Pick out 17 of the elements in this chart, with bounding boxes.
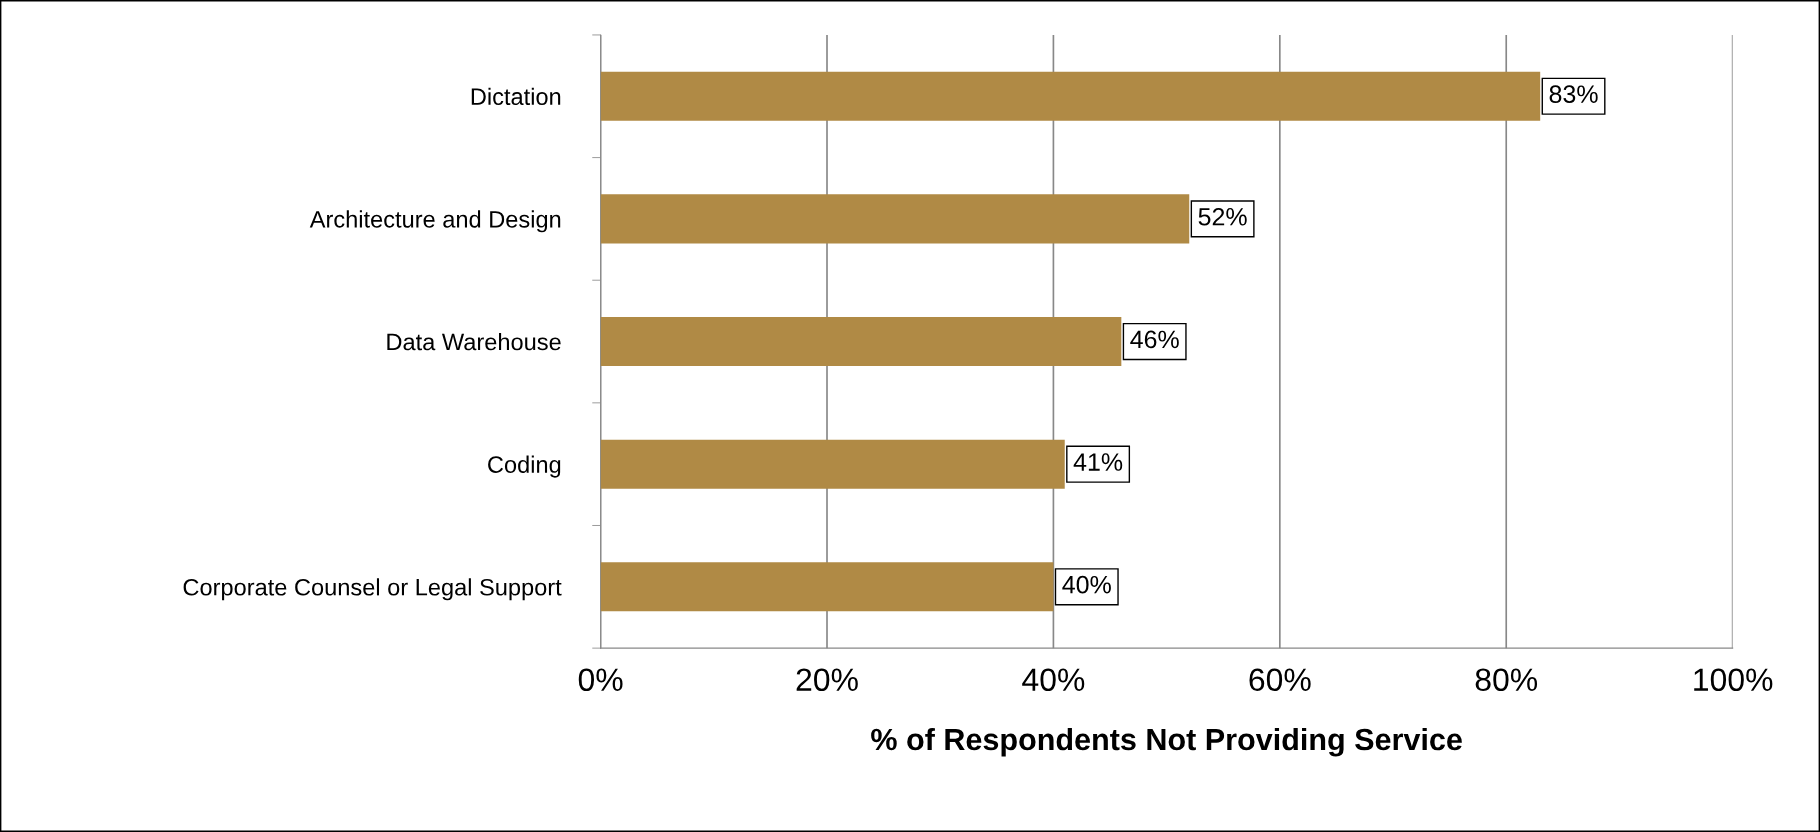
- y-tick-label: Data Warehouse: [387, 332, 561, 351]
- y-tick-label: Dictation: [471, 87, 561, 106]
- data-label: 52%: [1198, 207, 1247, 226]
- x-tick-label: 20%: [796, 668, 858, 692]
- x-tick-label: 80%: [1475, 668, 1538, 692]
- data-label: 83%: [1549, 85, 1598, 103]
- data-label: 40%: [1062, 575, 1111, 594]
- x-axis-title: % of Respondents Not Providing Service: [871, 727, 1462, 757]
- y-tick-label: Corporate Counsel or Legal Support: [183, 578, 562, 601]
- y-tick-label: Architecture and Design: [309, 210, 561, 233]
- x-tick-label: 0%: [578, 668, 623, 692]
- data-label: 46%: [1130, 330, 1179, 349]
- data-label: 41%: [1073, 453, 1123, 471]
- x-tick-label: 40%: [1022, 668, 1085, 692]
- x-tick-label: 60%: [1249, 668, 1311, 692]
- x-tick-label: 100%: [1694, 668, 1773, 692]
- y-tick-label: Coding: [488, 455, 561, 478]
